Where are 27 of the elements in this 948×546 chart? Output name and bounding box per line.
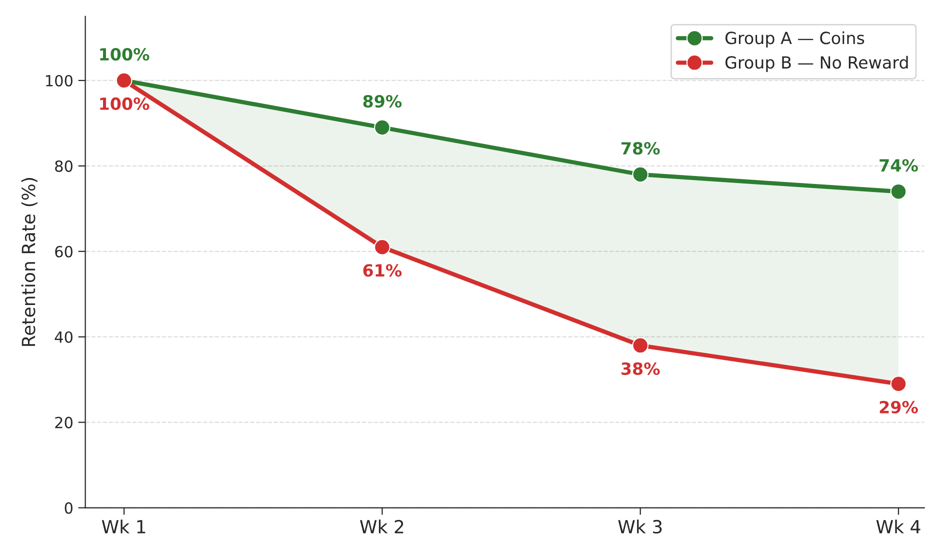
data-label: 29% [880, 400, 918, 414]
data-label: 100% [100, 97, 150, 110]
y-tick-label: 20 [55, 416, 72, 428]
data-label: 74% [880, 159, 918, 172]
y-axis-title: Retention Rate (%) [21, 178, 38, 346]
y-tick-label: 40 [54, 331, 72, 343]
point [890, 376, 907, 392]
x-tick-label: Wk 2 [360, 520, 404, 534]
x-tick-label: Wk 1 [102, 520, 146, 534]
data-label: 38% [622, 362, 660, 375]
data-label: 100% [100, 48, 150, 61]
point [374, 238, 390, 256]
y-tick-label: 0 [64, 502, 72, 514]
data-label: 78% [622, 142, 660, 155]
point [632, 166, 648, 183]
legend-label: Group B — No Reward [725, 56, 908, 72]
y-tick-label: 60 [55, 246, 72, 258]
point [890, 183, 907, 200]
point [374, 119, 390, 136]
data-label: 89% [363, 94, 402, 108]
x-tick-label: Wk 3 [618, 520, 662, 534]
data-label: 61% [363, 264, 402, 277]
legend-label: Group A — Coins [725, 31, 864, 48]
y-tick-label: 100 [46, 74, 72, 86]
y-tick-label: 80 [55, 160, 72, 172]
x-tick-label: Wk 4 [876, 520, 920, 534]
point [632, 337, 648, 354]
